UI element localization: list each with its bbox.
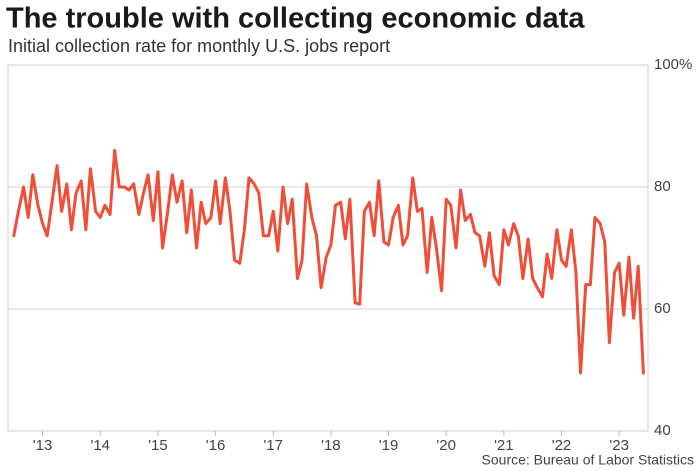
x-tick-label: '19 bbox=[379, 437, 399, 454]
chart-title: The trouble with collecting economic dat… bbox=[6, 3, 585, 35]
x-tick-label: '13 bbox=[33, 437, 53, 454]
y-tick-label: 40 bbox=[654, 422, 671, 439]
x-tick-label: '20 bbox=[436, 437, 456, 454]
y-tick-label: 60 bbox=[654, 300, 671, 317]
x-tick-label: '18 bbox=[321, 437, 341, 454]
data-line bbox=[12, 148, 645, 375]
x-tick-label: '14 bbox=[90, 437, 110, 454]
y-tick-label: 80 bbox=[654, 178, 671, 195]
plot-frame bbox=[7, 64, 649, 432]
x-tick-label: '15 bbox=[148, 437, 168, 454]
x-tick-label: '21 bbox=[494, 437, 514, 454]
y-tick-label: 100% bbox=[654, 56, 692, 73]
x-tick-label: '16 bbox=[206, 437, 226, 454]
x-tick-label: '22 bbox=[552, 437, 572, 454]
x-tick-label: '17 bbox=[263, 437, 283, 454]
x-tick-label: '23 bbox=[609, 437, 629, 454]
source: Source: Bureau of Labor Statistics bbox=[482, 452, 694, 468]
chart-subtitle: Initial collection rate for monthly U.S.… bbox=[8, 36, 390, 56]
